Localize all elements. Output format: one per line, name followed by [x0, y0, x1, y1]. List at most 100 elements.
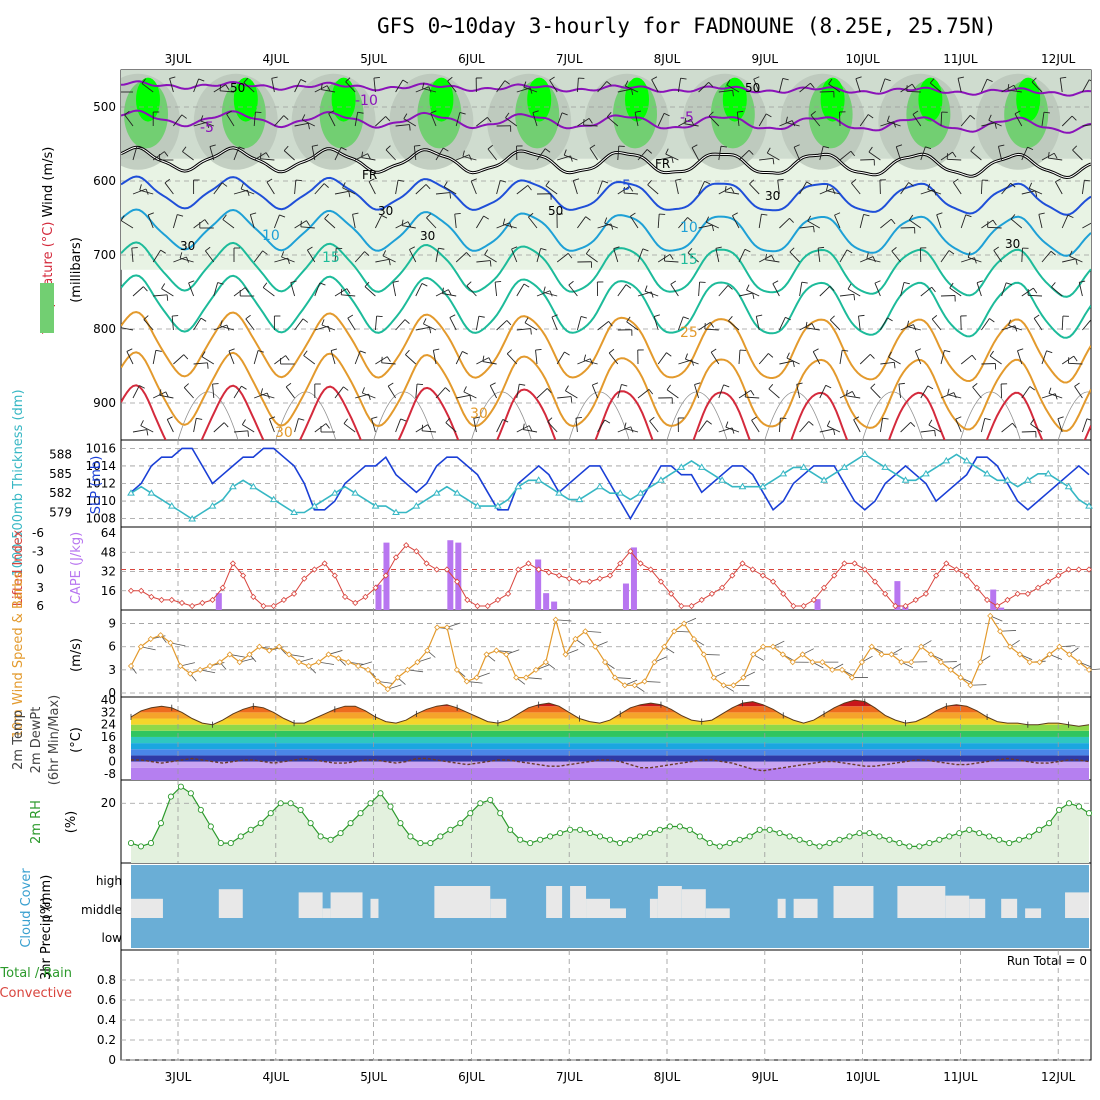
lifted-point — [311, 566, 318, 573]
rh2m-point — [906, 843, 913, 850]
wind-barb — [658, 156, 672, 161]
wind-barb-flag — [509, 222, 513, 229]
wind-barb — [496, 222, 510, 229]
wind-barb-flag — [1060, 76, 1067, 79]
rh2m-point — [976, 830, 983, 837]
wind-barb — [725, 191, 740, 195]
wind-barb-flag — [1048, 387, 1052, 394]
lifted-point — [464, 596, 471, 603]
wind-barb-flag — [400, 418, 407, 422]
wind-barb-flag — [828, 78, 833, 85]
wind-barb — [545, 185, 558, 195]
wind-barb — [253, 250, 263, 263]
wind-barb-flag — [490, 382, 496, 386]
wind-barb-flag — [462, 351, 468, 355]
lifted-point — [922, 590, 930, 597]
wind-barb — [260, 158, 275, 161]
wind-barb-flag — [1047, 152, 1050, 159]
wind-barb — [738, 249, 746, 263]
wind-barb — [1021, 147, 1028, 161]
wind-barb — [126, 351, 134, 365]
lifted-point — [933, 572, 940, 579]
wind-barb-flag — [604, 419, 611, 424]
wind-barb — [749, 183, 760, 195]
lifted-point — [321, 560, 328, 567]
rh2m-point — [517, 836, 524, 843]
wind-barb — [352, 214, 356, 229]
cloud-block — [777, 898, 786, 918]
wind-barb — [494, 282, 498, 297]
wind-barb-flag — [1033, 287, 1038, 294]
wind-barb-flag — [169, 76, 176, 79]
wind-point — [710, 674, 717, 681]
wind-point — [760, 643, 767, 650]
panel-frame-li — [120, 526, 1092, 611]
rh2m-point — [247, 826, 254, 833]
wind-barb-flag — [866, 252, 869, 259]
lifted-point — [617, 560, 624, 567]
wind-barb — [213, 422, 225, 433]
wind-barb-flag — [893, 121, 896, 128]
wind-barb-flag — [532, 110, 539, 114]
thickness-point — [860, 450, 869, 457]
y-tick-pressure: 900 — [93, 396, 116, 410]
wind-barb — [222, 219, 235, 229]
temp-ylabel-1: 2m Temp — [11, 710, 26, 770]
wind-barb-flag — [421, 283, 428, 287]
wind-barb — [415, 184, 427, 195]
cape-bar — [551, 601, 558, 610]
lifted-ylabel: Lifted Index — [11, 529, 26, 606]
y-tick-wind: 0 — [108, 686, 116, 700]
wind-barb-flag — [502, 218, 506, 225]
wind-barb — [254, 392, 268, 399]
wind-barb — [375, 356, 388, 365]
wind-barb — [482, 361, 497, 365]
rh2m-point — [1016, 836, 1023, 843]
contour-label: 25 — [680, 325, 698, 341]
wind-barb-flag — [967, 251, 971, 258]
wind-barb-flag — [810, 82, 815, 89]
lifted-point — [719, 584, 726, 591]
wind-barb — [940, 250, 950, 263]
wind-barb — [785, 122, 800, 127]
wind-point — [819, 659, 826, 666]
wind-point — [335, 655, 342, 662]
wind-barb — [758, 113, 767, 127]
wind-barb — [981, 122, 996, 127]
wind-barb — [212, 384, 215, 399]
wind-barb — [409, 249, 417, 263]
wind-barb-flag — [855, 76, 862, 80]
wind-barb — [819, 385, 827, 399]
wind-barb-flag — [825, 184, 829, 191]
wind-barb — [496, 80, 506, 93]
freezing-line-inner — [121, 146, 1091, 179]
wind-barb — [839, 249, 848, 263]
rh-label: 50 — [548, 204, 563, 218]
wind-barb-flag — [290, 280, 297, 283]
wind-barb — [657, 352, 667, 365]
wind-point — [384, 686, 391, 693]
wind-barb-flag — [893, 362, 896, 369]
wind-barb — [839, 350, 843, 365]
wind-barb — [415, 283, 423, 297]
wind-barb — [172, 214, 178, 229]
wind-barb-flag — [220, 320, 223, 327]
wind-barb — [547, 421, 558, 433]
temp-band — [131, 724, 1089, 731]
wind-barb — [718, 285, 729, 297]
wind-barb-flag — [610, 223, 614, 230]
wind-barb — [1048, 393, 1063, 399]
rh2m-point — [187, 790, 194, 797]
wind-barb-flag — [342, 182, 346, 189]
wind-barb — [617, 426, 631, 433]
lifted-point — [484, 602, 491, 610]
lifted-point — [576, 578, 583, 585]
cloud-block — [370, 898, 379, 918]
x-tick-bottom: 3JUL — [165, 1070, 192, 1084]
wind-barb-flag — [167, 416, 173, 420]
wind-barb-flag — [504, 80, 510, 85]
wind-barb — [920, 286, 932, 297]
wind-barb — [213, 84, 226, 93]
thickness-point — [840, 463, 849, 470]
